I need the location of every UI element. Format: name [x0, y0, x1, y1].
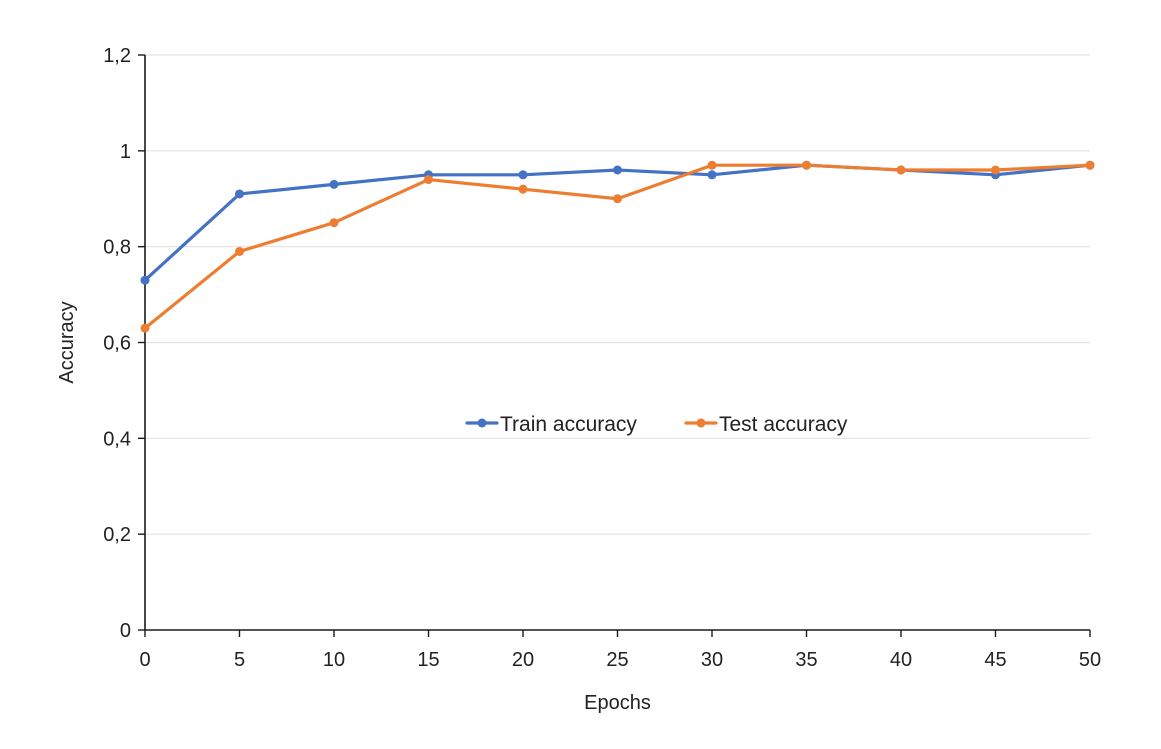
y-tick-label: 1 — [120, 141, 131, 163]
y-tick-label: 1,2 — [103, 45, 131, 67]
data-point — [802, 160, 811, 170]
legend: Train accuracy Test accuracy — [465, 413, 848, 436]
x-tick-label: 15 — [417, 649, 439, 671]
series-train — [140, 160, 1095, 285]
data-point — [140, 275, 150, 285]
y-tick-label: 0,2 — [103, 524, 131, 546]
data-point — [707, 160, 717, 170]
data-point — [1085, 160, 1095, 170]
data-point — [518, 184, 528, 194]
series-line — [143, 163, 1092, 282]
x-tick-label: 35 — [795, 649, 817, 671]
legend-label: Test accuracy — [719, 413, 848, 436]
x-axis-title: Epochs — [584, 692, 651, 714]
data-point — [613, 165, 622, 175]
data-point — [896, 165, 906, 175]
y-tick-label: 0,8 — [103, 237, 131, 259]
y-tick-label: 0 — [120, 620, 131, 642]
data-point — [707, 170, 717, 180]
legend-swatch-marker — [696, 418, 706, 428]
x-tick-label: 10 — [323, 649, 345, 671]
x-tick-label: 50 — [1079, 649, 1101, 671]
series-test — [140, 160, 1095, 333]
y-axis-title: Accuracy — [56, 301, 78, 383]
y-tick-label: 0,4 — [103, 428, 131, 450]
data-point — [613, 194, 622, 204]
legend-item: Train accuracy — [465, 413, 637, 436]
data-point — [140, 323, 150, 333]
x-tick-label: 30 — [701, 649, 723, 671]
x-tick-label: 40 — [890, 649, 912, 671]
x-tick-label: 5 — [234, 649, 245, 671]
axes: 0 0,2 0,4 0,6 0,8 1 1,2 0 5 10 15 20 25 30 35 40 45 50 — [103, 45, 1101, 671]
data-point — [329, 218, 339, 228]
gridlines — [145, 54, 1090, 535]
x-tick-label: 0 — [139, 649, 150, 671]
data-point — [329, 179, 339, 189]
y-tick-label: 0,6 — [103, 333, 131, 355]
legend-label: Train accuracy — [500, 413, 637, 436]
x-tick-label: 25 — [606, 649, 628, 671]
legend-item: Test accuracy — [684, 413, 848, 436]
data-point — [991, 165, 1000, 175]
series-lines — [140, 160, 1095, 333]
data-point — [518, 170, 528, 180]
data-point — [235, 189, 244, 199]
x-tick-label: 20 — [512, 649, 534, 671]
x-tick-label: 45 — [984, 649, 1006, 671]
legend-swatch-marker — [477, 418, 487, 428]
data-point — [424, 175, 433, 185]
data-point — [235, 246, 244, 256]
